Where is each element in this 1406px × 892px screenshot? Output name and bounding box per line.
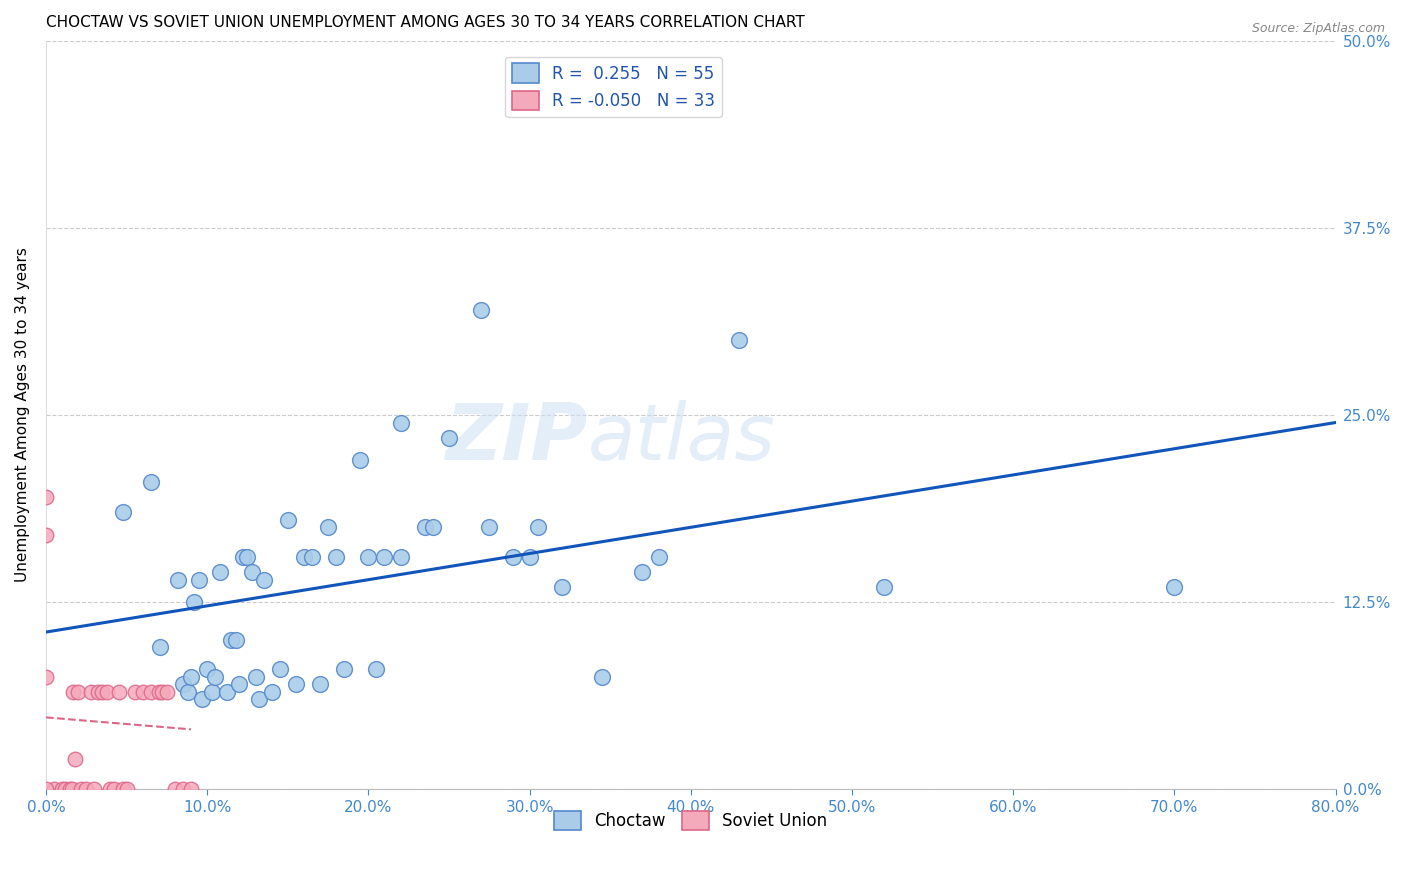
Point	[228, 677, 250, 691]
Point	[277, 513, 299, 527]
Point	[647, 550, 669, 565]
Point	[526, 520, 548, 534]
Point	[325, 550, 347, 565]
Point	[591, 670, 613, 684]
Text: ZIP: ZIP	[446, 400, 588, 475]
Point	[100, 782, 122, 797]
Point	[112, 505, 135, 519]
Point	[413, 520, 436, 534]
Point	[172, 677, 194, 691]
Point	[115, 782, 138, 797]
Point	[60, 782, 83, 797]
Point	[389, 416, 412, 430]
Point	[139, 475, 162, 490]
Point	[252, 573, 274, 587]
Point	[67, 685, 90, 699]
Legend: Choctaw, Soviet Union: Choctaw, Soviet Union	[547, 805, 834, 837]
Point	[437, 430, 460, 444]
Point	[333, 663, 356, 677]
Point	[59, 782, 82, 797]
Text: atlas: atlas	[588, 400, 776, 475]
Point	[470, 303, 492, 318]
Point	[35, 491, 58, 505]
Point	[551, 580, 574, 594]
Point	[75, 782, 97, 797]
Point	[1163, 580, 1185, 594]
Point	[172, 782, 194, 797]
Point	[873, 580, 896, 594]
Point	[366, 663, 388, 677]
Point	[180, 782, 202, 797]
Point	[373, 550, 395, 565]
Point	[260, 685, 283, 699]
Point	[150, 685, 173, 699]
Point	[156, 685, 179, 699]
Point	[232, 550, 254, 565]
Point	[284, 677, 307, 691]
Point	[167, 573, 190, 587]
Point	[389, 550, 412, 565]
Point	[163, 782, 186, 797]
Point	[502, 550, 524, 565]
Text: Source: ZipAtlas.com: Source: ZipAtlas.com	[1251, 22, 1385, 36]
Point	[225, 632, 247, 647]
Point	[112, 782, 135, 797]
Point	[53, 782, 76, 797]
Point	[42, 782, 65, 797]
Point	[103, 782, 125, 797]
Point	[269, 663, 291, 677]
Point	[309, 677, 332, 691]
Point	[221, 632, 243, 647]
Point	[91, 685, 114, 699]
Point	[51, 782, 73, 797]
Point	[188, 573, 211, 587]
Point	[86, 685, 108, 699]
Point	[35, 528, 58, 542]
Point	[96, 685, 118, 699]
Point	[301, 550, 323, 565]
Point	[240, 565, 263, 579]
Point	[357, 550, 380, 565]
Point	[201, 685, 224, 699]
Point	[316, 520, 339, 534]
Point	[422, 520, 444, 534]
Point	[236, 550, 259, 565]
Point	[35, 670, 58, 684]
Point	[149, 640, 172, 654]
Point	[245, 670, 267, 684]
Point	[80, 685, 103, 699]
Point	[728, 333, 751, 347]
Point	[478, 520, 501, 534]
Point	[107, 685, 129, 699]
Point	[195, 663, 218, 677]
Point	[124, 685, 146, 699]
Point	[83, 782, 105, 797]
Point	[215, 685, 238, 699]
Y-axis label: Unemployment Among Ages 30 to 34 years: Unemployment Among Ages 30 to 34 years	[15, 248, 30, 582]
Point	[292, 550, 315, 565]
Point	[180, 670, 202, 684]
Point	[247, 692, 270, 706]
Point	[191, 692, 214, 706]
Point	[209, 565, 232, 579]
Point	[349, 453, 371, 467]
Point	[139, 685, 162, 699]
Point	[204, 670, 226, 684]
Point	[177, 685, 200, 699]
Text: CHOCTAW VS SOVIET UNION UNEMPLOYMENT AMONG AGES 30 TO 34 YEARS CORRELATION CHART: CHOCTAW VS SOVIET UNION UNEMPLOYMENT AMO…	[46, 15, 804, 30]
Point	[70, 782, 93, 797]
Point	[63, 752, 86, 766]
Point	[148, 685, 170, 699]
Point	[62, 685, 84, 699]
Point	[519, 550, 541, 565]
Point	[631, 565, 654, 579]
Point	[35, 782, 58, 797]
Point	[131, 685, 153, 699]
Point	[183, 595, 205, 609]
